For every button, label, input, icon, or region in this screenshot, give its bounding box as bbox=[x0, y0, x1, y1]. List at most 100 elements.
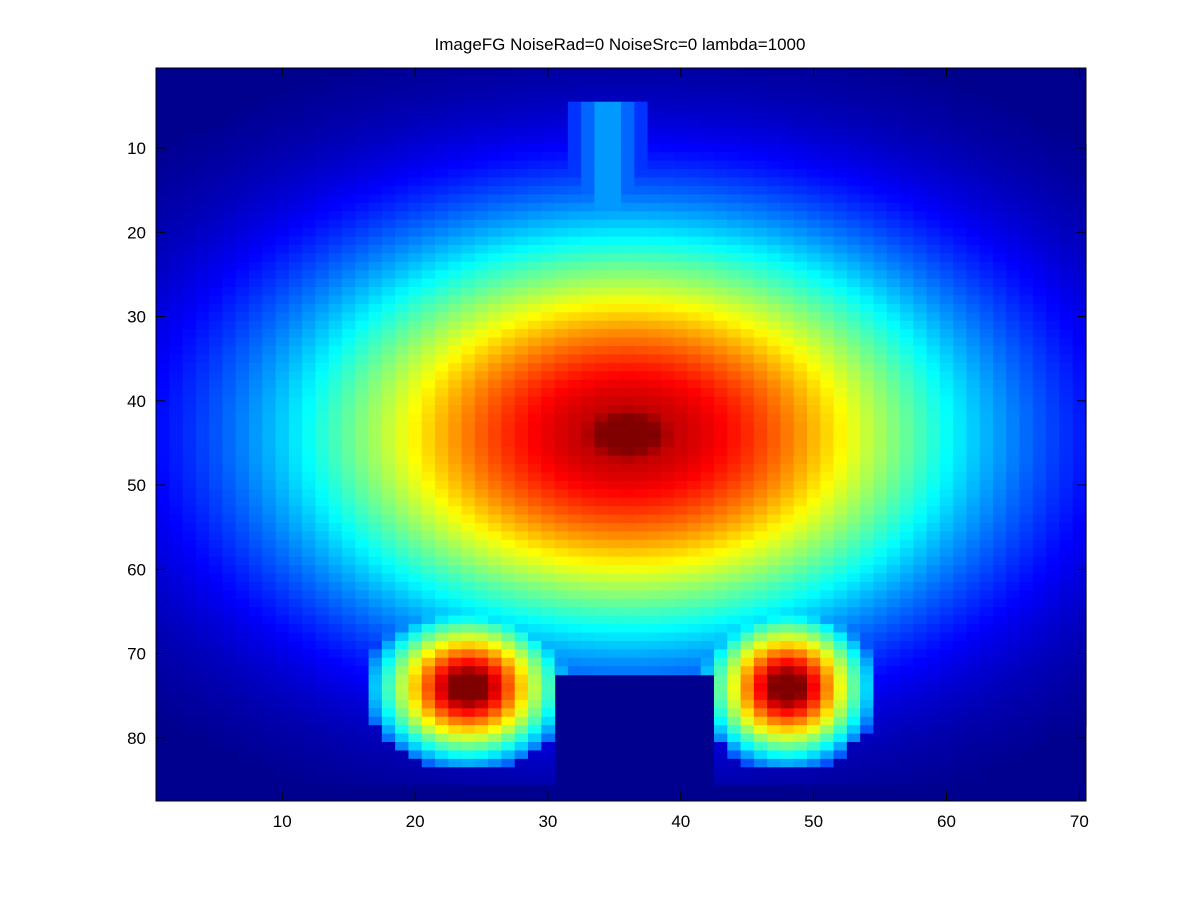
heatmap-cell bbox=[262, 396, 277, 406]
heatmap-cell bbox=[873, 581, 888, 591]
heatmap-cell bbox=[554, 202, 569, 212]
heatmap-cell bbox=[342, 320, 356, 330]
heatmap-cell bbox=[807, 556, 821, 566]
heatmap-cell bbox=[1059, 489, 1074, 499]
heatmap-cell bbox=[913, 202, 928, 212]
heatmap-cell bbox=[195, 598, 210, 608]
heatmap-cell bbox=[993, 413, 1007, 423]
heatmap-cell bbox=[275, 303, 290, 313]
heatmap-cell bbox=[581, 371, 596, 381]
heatmap-cell bbox=[900, 371, 914, 381]
heatmap-cell bbox=[1072, 539, 1087, 549]
heatmap-cell bbox=[355, 379, 370, 389]
heatmap-cell bbox=[474, 598, 489, 608]
heatmap-cell bbox=[222, 354, 237, 364]
heatmap-cell bbox=[275, 110, 290, 120]
heatmap-cell bbox=[953, 598, 968, 608]
heatmap-cell bbox=[209, 607, 224, 617]
heatmap-cell bbox=[846, 607, 861, 617]
heatmap-cell bbox=[381, 371, 396, 381]
heatmap-cell bbox=[820, 480, 835, 490]
heatmap-cell bbox=[421, 244, 436, 254]
heatmap-cell bbox=[408, 548, 423, 558]
heatmap-cell bbox=[926, 152, 941, 162]
heatmap-cell bbox=[448, 615, 463, 625]
heatmap-cell bbox=[740, 539, 755, 549]
heatmap-cell bbox=[448, 236, 463, 246]
heatmap-cell bbox=[355, 413, 370, 423]
heatmap-cell bbox=[262, 666, 277, 676]
heatmap-cell bbox=[1006, 211, 1021, 221]
heatmap-cell bbox=[156, 657, 170, 667]
heatmap-cell bbox=[156, 303, 170, 313]
heatmap-cell bbox=[780, 236, 795, 246]
heatmap-cell bbox=[156, 405, 170, 415]
heatmap-cell bbox=[395, 666, 410, 676]
heatmap-cell bbox=[368, 666, 383, 676]
heatmap-cell bbox=[700, 548, 715, 558]
heatmap-cell bbox=[408, 379, 423, 389]
heatmap-cell bbox=[381, 565, 396, 575]
heatmap-cell bbox=[195, 514, 210, 524]
heatmap-cell bbox=[660, 160, 675, 170]
heatmap-cell bbox=[209, 497, 224, 507]
heatmap-cell bbox=[1072, 548, 1087, 558]
heatmap-cell bbox=[461, 539, 476, 549]
heatmap-cell bbox=[368, 244, 383, 254]
heatmap-cell bbox=[342, 101, 356, 111]
heatmap-cell bbox=[182, 337, 197, 347]
heatmap-cell bbox=[966, 354, 981, 364]
heatmap-cell bbox=[634, 632, 649, 642]
heatmap-cell bbox=[395, 303, 410, 313]
heatmap-cell bbox=[594, 143, 609, 153]
heatmap-cell bbox=[195, 531, 210, 541]
heatmap-cell bbox=[900, 295, 914, 305]
heatmap-cell bbox=[700, 236, 715, 246]
heatmap-cell bbox=[156, 455, 170, 465]
heatmap-cell bbox=[607, 590, 622, 600]
heatmap-cell bbox=[1019, 573, 1034, 583]
heatmap-cell bbox=[421, 211, 436, 221]
heatmap-cell bbox=[660, 405, 675, 415]
heatmap-cell bbox=[727, 565, 742, 575]
heatmap-cell bbox=[156, 287, 170, 297]
heatmap-cell bbox=[514, 598, 529, 608]
heatmap-cell bbox=[833, 556, 848, 566]
heatmap-cell bbox=[435, 531, 449, 541]
heatmap-cell bbox=[355, 320, 370, 330]
heatmap-cell bbox=[195, 506, 210, 516]
heatmap-cell bbox=[381, 649, 396, 659]
heatmap-cell bbox=[222, 236, 237, 246]
heatmap-cell bbox=[1006, 430, 1021, 440]
heatmap-cell bbox=[727, 506, 742, 516]
heatmap-cell bbox=[342, 455, 356, 465]
heatmap-cell bbox=[913, 640, 928, 650]
heatmap-cell bbox=[554, 405, 569, 415]
heatmap-cell bbox=[714, 177, 728, 187]
heatmap-cell bbox=[421, 312, 436, 322]
heatmap-cell bbox=[195, 278, 210, 288]
heatmap-cell bbox=[833, 565, 848, 575]
heatmap-cell bbox=[461, 430, 476, 440]
heatmap-cell bbox=[474, 539, 489, 549]
heatmap-cell bbox=[1046, 463, 1061, 474]
heatmap-cell bbox=[488, 565, 503, 575]
heatmap-cell bbox=[461, 354, 476, 364]
heatmap-cell bbox=[767, 640, 782, 650]
heatmap-cell bbox=[395, 581, 410, 591]
heatmap-cell bbox=[780, 169, 795, 179]
heatmap-cell bbox=[767, 211, 782, 221]
heatmap-cell bbox=[315, 93, 330, 103]
heatmap-cell bbox=[169, 337, 184, 347]
heatmap-cell bbox=[408, 447, 423, 457]
heatmap-cell bbox=[873, 497, 888, 507]
heatmap-cell bbox=[488, 438, 503, 448]
heatmap-cell bbox=[647, 455, 662, 465]
heatmap-cell bbox=[993, 522, 1007, 532]
heatmap-cell bbox=[647, 236, 662, 246]
heatmap-cell bbox=[953, 185, 968, 195]
heatmap-cell bbox=[474, 329, 489, 339]
heatmap-cell bbox=[1019, 480, 1034, 490]
heatmap-cell bbox=[288, 287, 303, 297]
heatmap-cell bbox=[860, 236, 875, 246]
